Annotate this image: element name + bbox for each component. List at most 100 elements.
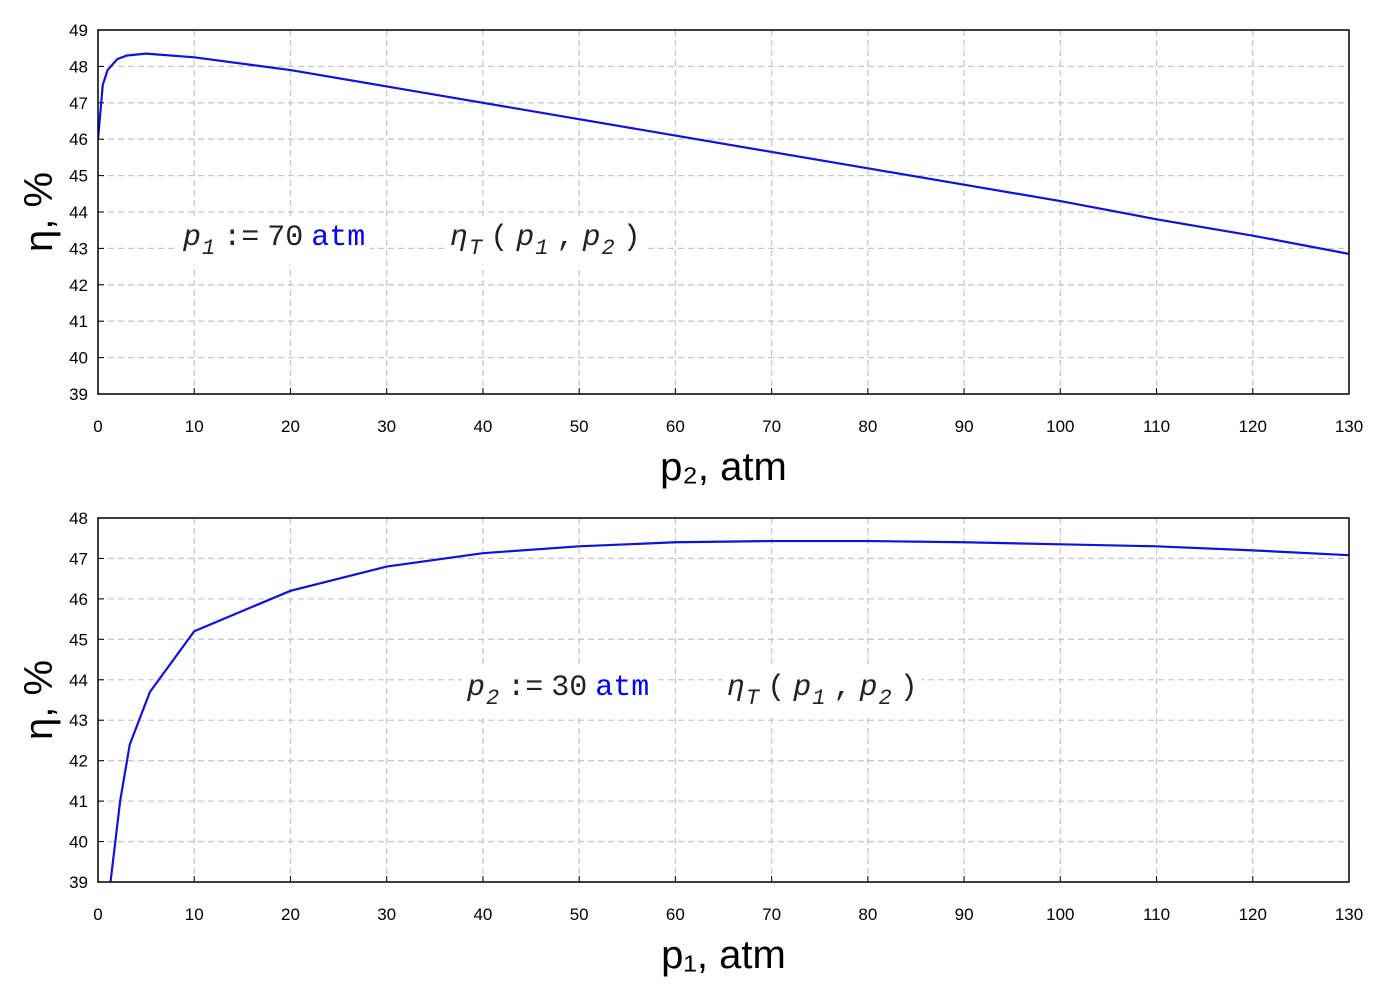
- annotation-bg: [178, 217, 370, 265]
- annotation: ηT(p1, p2): [723, 667, 922, 715]
- annotation-token: T: [469, 236, 484, 261]
- annotation-text: p1 := 70 atm: [182, 221, 365, 261]
- annotation-token: p: [581, 221, 600, 255]
- annotation-token: η: [450, 221, 468, 255]
- x-tick-label: 120: [1239, 417, 1267, 436]
- x-tick-label: 0: [93, 905, 102, 924]
- annotation-token: 2: [601, 236, 614, 261]
- plot-frame: [97, 29, 1350, 395]
- x-tick-label: 20: [281, 417, 300, 436]
- y-tick-label: 48: [69, 509, 88, 528]
- x-tick-label: 40: [473, 905, 492, 924]
- plot-frame: [97, 517, 1350, 883]
- y-tick-label: 46: [69, 130, 88, 149]
- y-tick-label: 44: [69, 671, 88, 690]
- x-tick-label: 100: [1046, 417, 1074, 436]
- x-tick-label: 80: [858, 905, 877, 924]
- y-axis-label: η, %: [17, 172, 61, 252]
- x-tick-label: 20: [281, 905, 300, 924]
- annotation: p1 := 70 atm: [178, 217, 370, 265]
- annotation-token: :=: [223, 221, 259, 255]
- annotation-token: 70: [267, 221, 303, 255]
- x-tick-label: 10: [185, 417, 204, 436]
- annotation-token: (: [767, 671, 785, 705]
- x-tick-label: 90: [955, 905, 974, 924]
- x-tick-label: 30: [377, 417, 396, 436]
- annotation-token: :=: [507, 671, 543, 705]
- x-tick-label: 120: [1239, 905, 1267, 924]
- x-tick-label: 100: [1046, 905, 1074, 924]
- y-tick-label: 42: [69, 276, 88, 295]
- annotation-token: 1: [535, 236, 548, 261]
- y-tick-label: 41: [69, 312, 88, 331]
- x-tick-label: 110: [1143, 417, 1170, 436]
- y-tick-label: 45: [69, 167, 88, 186]
- x-tick-label: 30: [377, 905, 396, 924]
- annotation-text: p2 := 30 atm: [466, 671, 649, 711]
- y-tick-label: 46: [69, 590, 88, 609]
- y-tick-label: 48: [69, 57, 88, 76]
- annotation: ηT(p1, p2): [446, 217, 645, 265]
- annotation-token: p: [515, 221, 534, 255]
- y-axis-label: η, %: [17, 660, 61, 740]
- annotation-bg: [446, 217, 645, 265]
- plot-area: [98, 52, 1349, 255]
- x-tick-label: 80: [858, 417, 877, 436]
- x-tick-label: 50: [570, 905, 589, 924]
- annotation: p2 := 30 atm: [462, 667, 654, 715]
- y-tick-label: 40: [69, 349, 88, 368]
- x-tick-label: 130: [1335, 417, 1363, 436]
- annotation-token: ,: [833, 671, 851, 705]
- annotation-token: (: [490, 221, 508, 255]
- plot-area: [109, 539, 1349, 882]
- x-tick-label: 130: [1335, 905, 1363, 924]
- annotation-token: T: [746, 686, 761, 711]
- annotation-token: p: [858, 671, 877, 705]
- y-tick-label: 39: [69, 873, 88, 892]
- x-axis-label: p₂, atm: [660, 445, 787, 489]
- annotation-text: ηT(p1, p2): [727, 671, 918, 711]
- annotation-token: 1: [812, 686, 825, 711]
- data-line: [109, 539, 1349, 882]
- annotation-token: ,: [556, 221, 574, 255]
- x-tick-label: 110: [1143, 905, 1170, 924]
- annotation-token: 2: [878, 686, 891, 711]
- x-tick-label: 90: [955, 417, 974, 436]
- annotation-token: atm: [595, 671, 649, 705]
- data-line: [98, 52, 1349, 255]
- x-tick-label: 60: [666, 905, 685, 924]
- y-tick-label: 45: [69, 630, 88, 649]
- annotation-bg: [723, 667, 922, 715]
- y-tick-label: 47: [69, 94, 88, 113]
- x-tick-label: 60: [666, 417, 685, 436]
- annotation-token: 2: [486, 686, 499, 711]
- annotation-token: ): [900, 671, 918, 705]
- y-tick-label: 39: [69, 385, 88, 404]
- annotation-text: ηT(p1, p2): [450, 221, 641, 261]
- annotation-token: η: [727, 671, 745, 705]
- y-tick-label: 43: [69, 711, 88, 730]
- x-axis-label: p₁, atm: [661, 933, 786, 977]
- annotation-token: atm: [311, 221, 365, 255]
- y-tick-label: 43: [69, 239, 88, 258]
- annotation-token: p: [182, 221, 201, 255]
- x-tick-label: 70: [762, 417, 781, 436]
- y-tick-label: 40: [69, 833, 88, 852]
- y-tick-label: 42: [69, 752, 88, 771]
- y-tick-label: 47: [69, 549, 88, 568]
- x-tick-label: 10: [185, 905, 204, 924]
- y-tick-label: 49: [69, 21, 88, 40]
- annotation-token: p: [466, 671, 485, 705]
- annotation-token: 1: [202, 236, 215, 261]
- y-tick-label: 41: [69, 792, 88, 811]
- annotation-token: ): [623, 221, 641, 255]
- x-tick-label: 40: [473, 417, 492, 436]
- annotation-token: 30: [551, 671, 587, 705]
- x-tick-label: 0: [93, 417, 102, 436]
- y-tick-label: 44: [69, 203, 88, 222]
- x-tick-label: 50: [570, 417, 589, 436]
- x-tick-label: 70: [762, 905, 781, 924]
- annotation-bg: [462, 667, 654, 715]
- annotation-token: p: [792, 671, 811, 705]
